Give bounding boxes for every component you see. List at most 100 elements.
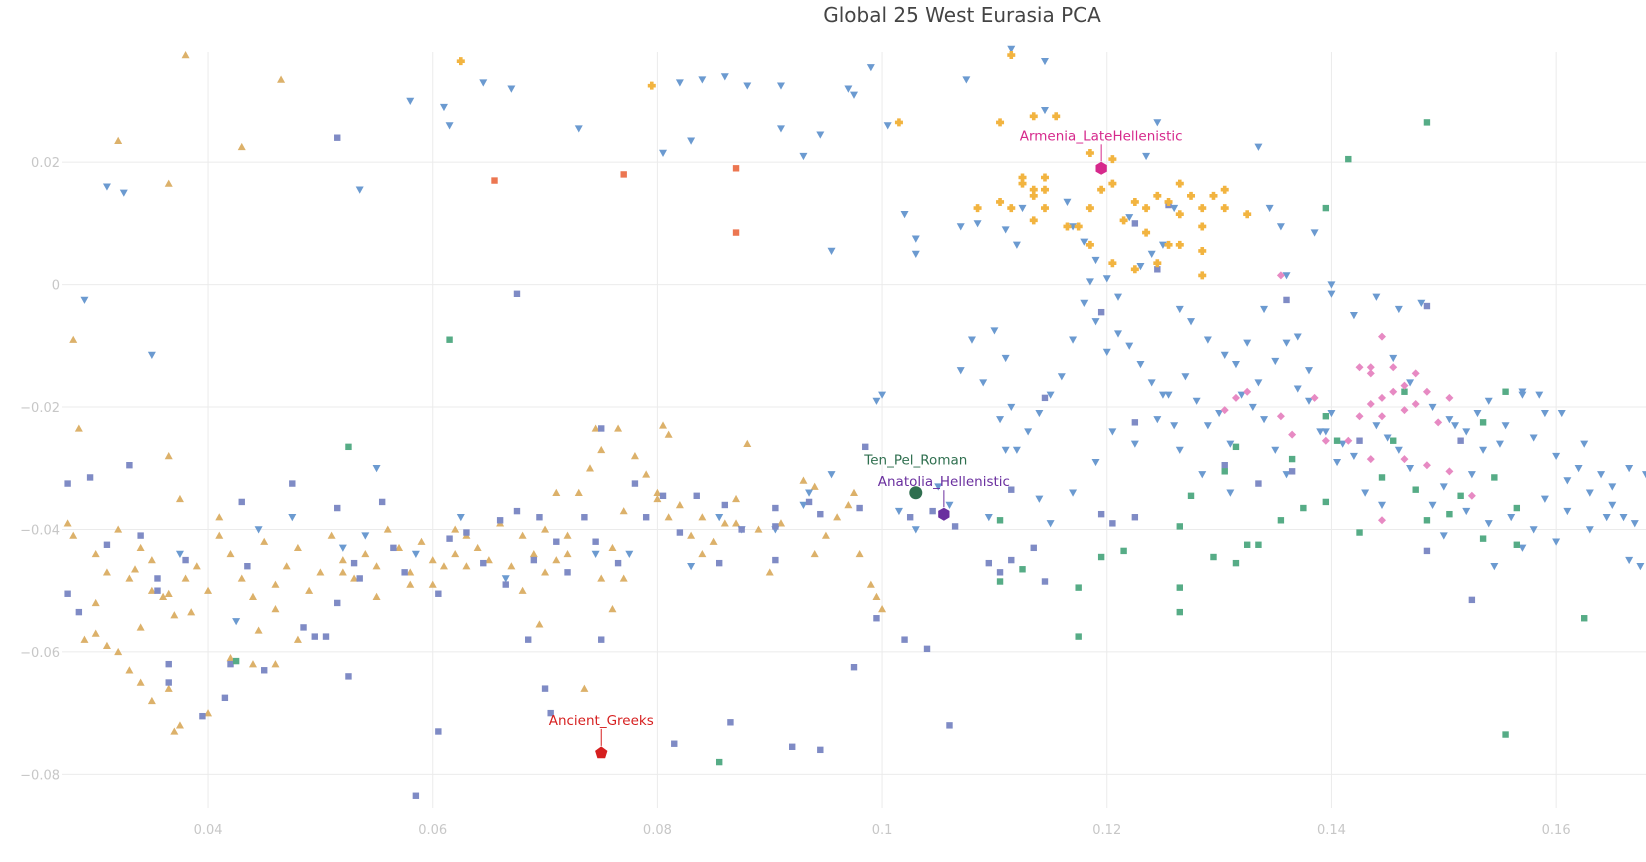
data-point [1008,486,1015,493]
data-point [1131,419,1139,426]
data-point [1131,220,1139,227]
data-point [227,660,234,668]
data-point [659,421,668,429]
data-point [1119,216,1128,225]
data-point [1012,446,1021,454]
data-point [1176,608,1183,616]
data-point [862,443,869,451]
data-point [772,556,779,564]
data-point [1007,45,1016,53]
data-point [114,647,123,656]
annotation-label: Ancient_Greeks [549,713,654,729]
data-point [631,480,639,487]
data-point [1423,119,1431,126]
data-point [446,336,453,343]
data-point [147,351,156,360]
data-point [1457,492,1464,500]
data-point [75,608,83,616]
data-point [776,125,785,133]
data-point [581,514,588,521]
data-point [1333,437,1341,444]
annotation-label: Ten_Pel_Roman [863,453,967,469]
data-point [170,727,179,735]
data-point [934,483,943,491]
data-point [69,531,78,539]
data-point [1322,204,1330,212]
data-point [1243,339,1252,347]
data-point [1563,477,1572,485]
data-point [215,531,224,539]
data-point [1097,510,1105,518]
data-point [698,513,707,521]
data-point [894,507,903,516]
data-point [125,666,134,674]
data-point [996,517,1004,524]
data-point [872,592,881,601]
data-point [866,64,875,72]
data-point [1451,422,1460,430]
data-point [996,578,1004,585]
data-point [1142,152,1151,161]
data-point [1260,416,1269,424]
data-point [608,543,617,552]
data-point [1248,403,1257,412]
data-point [199,712,206,720]
data-point [720,519,729,527]
data-point [361,549,370,558]
data-point [182,556,189,564]
data-point [64,590,71,597]
data-point [1130,265,1139,274]
data-point [1125,214,1134,222]
data-point [1602,514,1611,522]
y-tick-label: −0.06 [20,646,60,661]
data-point [1338,440,1347,448]
data-point [518,531,527,539]
data-point [327,531,336,539]
y-tick-label: 0.02 [31,156,60,171]
data-point [334,134,341,141]
data-point [1518,544,1527,552]
data-point [260,537,269,545]
data-point [1349,312,1358,320]
data-point [923,645,931,653]
data-point [1378,332,1386,341]
data-point [1327,409,1336,418]
data-point [1282,471,1291,479]
data-point [1619,514,1628,522]
data-point [1378,516,1386,525]
data-point [1502,388,1509,395]
data-point [1406,379,1415,387]
data-point [1327,281,1336,289]
data-point [1153,191,1162,200]
data-point [1097,553,1105,561]
data-point [1063,222,1072,231]
data-point [1232,559,1240,567]
data-point [1378,501,1386,509]
data-point [810,549,819,558]
annotation-label: Armenia_LateHellenistic [1020,128,1183,144]
data-point [1075,633,1082,640]
data-point [693,492,700,500]
data-point [883,122,892,130]
data-point [1029,112,1038,121]
data-point [1041,578,1049,585]
data-point [136,678,145,686]
data-point [1608,501,1617,509]
data-point [1131,514,1139,521]
data-point [614,559,622,567]
data-point [1114,293,1122,301]
data-point [181,574,190,582]
data-point [541,685,549,692]
data-point [1495,440,1504,448]
annotation-marker [1095,161,1107,175]
data-point [254,526,263,534]
data-point [1154,266,1161,273]
data-point [850,664,858,671]
data-point [338,556,347,564]
data-point [1378,474,1386,481]
data-point [1473,409,1482,418]
data-point [1468,596,1476,604]
data-point [237,142,246,151]
data-point [501,575,510,583]
data-point [911,250,920,259]
